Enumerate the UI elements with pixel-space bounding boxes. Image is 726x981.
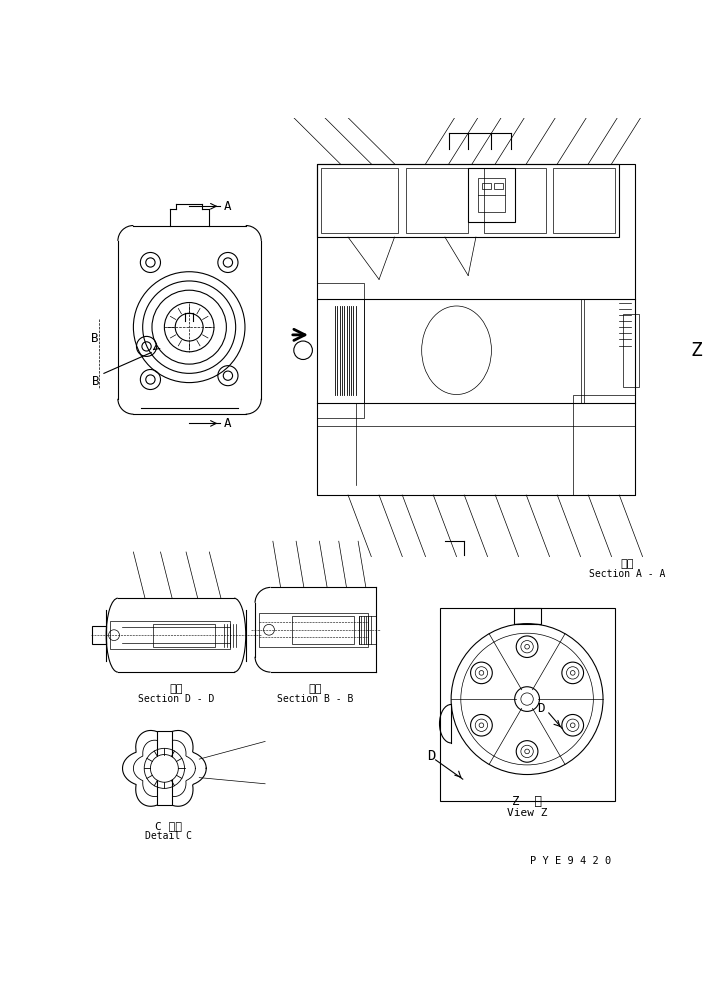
Bar — [514, 608, 541, 624]
Bar — [482, 183, 492, 189]
Bar — [110, 621, 230, 649]
Text: Z: Z — [691, 340, 703, 360]
Bar — [623, 314, 639, 387]
Polygon shape — [134, 741, 195, 797]
Text: 断面: 断面 — [169, 684, 183, 695]
Text: B: B — [92, 375, 100, 387]
Text: View Z: View Z — [507, 808, 547, 818]
Bar — [573, 395, 635, 495]
Bar — [317, 164, 619, 237]
Text: A: A — [224, 200, 232, 213]
Bar — [484, 168, 546, 233]
Text: Section D - D: Section D - D — [138, 695, 214, 704]
Text: D: D — [537, 701, 544, 715]
Text: B: B — [91, 333, 99, 345]
Bar — [259, 613, 368, 646]
Text: 断面: 断面 — [620, 559, 634, 569]
Bar — [293, 616, 354, 644]
Bar — [478, 178, 505, 213]
Circle shape — [150, 754, 179, 782]
Bar — [439, 608, 615, 801]
Bar — [406, 168, 468, 233]
Bar — [317, 402, 635, 495]
Bar — [359, 616, 376, 644]
Bar — [364, 298, 581, 402]
Bar — [317, 284, 364, 418]
Bar — [468, 168, 515, 222]
Text: Z  視: Z 視 — [512, 795, 542, 808]
Text: 断面: 断面 — [309, 684, 322, 695]
Text: A: A — [224, 417, 232, 430]
Circle shape — [294, 341, 312, 359]
Text: Detail C: Detail C — [144, 831, 192, 841]
Bar — [92, 626, 106, 645]
Bar — [494, 183, 503, 189]
Bar — [317, 164, 635, 495]
Bar — [321, 168, 399, 233]
Bar — [584, 298, 635, 402]
Text: Section B - B: Section B - B — [277, 695, 354, 704]
Text: Section A - A: Section A - A — [589, 569, 665, 580]
Polygon shape — [123, 731, 206, 806]
Text: D: D — [428, 749, 436, 763]
Bar — [157, 732, 172, 805]
Bar — [553, 168, 616, 233]
Bar — [152, 624, 215, 646]
Text: C 詳細: C 詳細 — [155, 821, 182, 831]
Text: P Y E 9 4 2 0: P Y E 9 4 2 0 — [530, 855, 611, 866]
